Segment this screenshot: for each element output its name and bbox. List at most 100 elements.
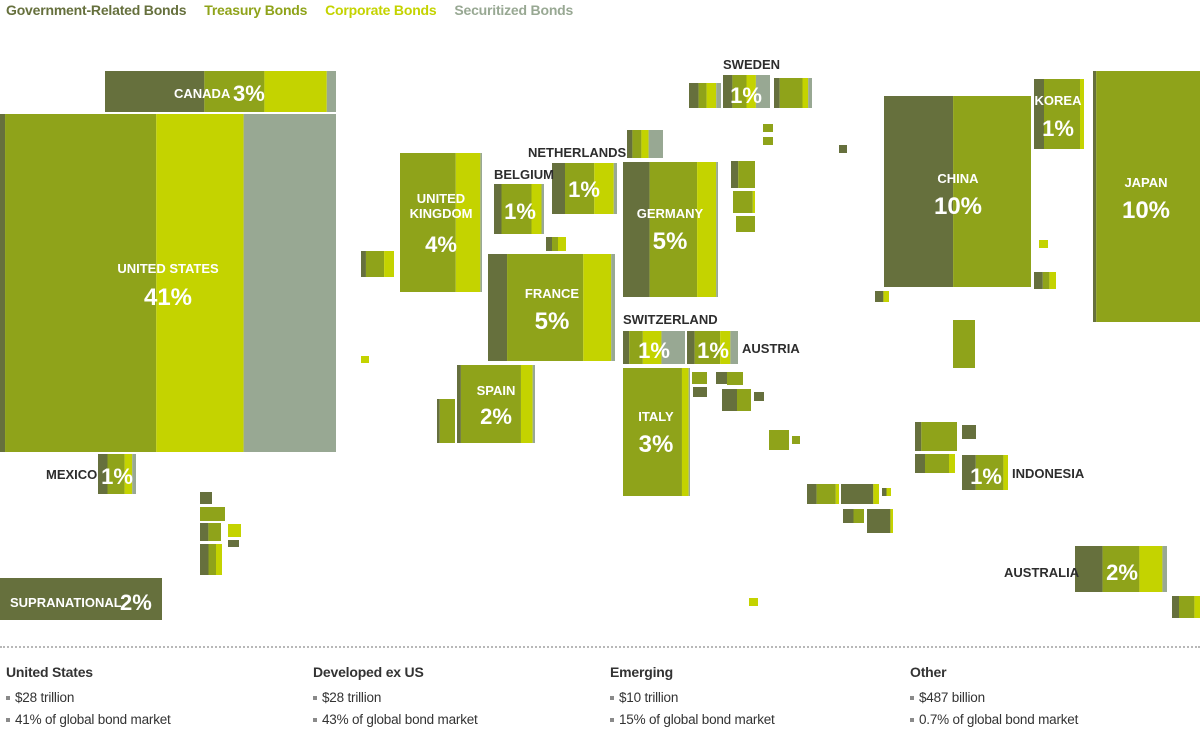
block-canada-government-segment: [105, 71, 205, 112]
block-sweden-treasury-segment: [732, 75, 747, 108]
small-market-block-39-treasury-segment: [208, 523, 221, 541]
small-market-block-30-government-segment: [807, 484, 817, 504]
block-france-corporate-segment: [583, 254, 612, 361]
block-mexico-securitized-segment: [132, 454, 136, 494]
value-australia: 2%: [1106, 560, 1138, 585]
stats-title: Other: [910, 664, 947, 680]
block-korea-treasury-segment: [1044, 79, 1080, 149]
label-france: FRANCE: [525, 286, 579, 301]
small-market-block-9-treasury-segment: [763, 137, 773, 145]
block-sweden-government-segment: [723, 75, 733, 108]
small-market-block-33-government-segment: [843, 509, 854, 523]
stats-emerging: Emerging $10 trillion 15% of global bond…: [610, 664, 900, 734]
label-germany: GERMANY: [637, 206, 704, 221]
label-australia: AUSTRALIA: [1004, 565, 1080, 580]
block-sweden-corporate-segment: [746, 75, 756, 108]
small-market-block-31-corporate-segment: [873, 484, 879, 504]
small-market-block-34-corporate-segment: [890, 509, 893, 533]
small-market-block-37-government-segment: [200, 492, 212, 504]
block-indonesia-government-segment: [962, 455, 976, 490]
block-france-government-segment: [488, 254, 508, 361]
small-market-block-4-government-segment: [546, 237, 552, 251]
small-market-block-6-corporate-segment: [706, 83, 717, 108]
small-market-block-20-government-segment: [716, 372, 727, 384]
block-sweden-securitized-segment: [755, 75, 770, 108]
block-austria-treasury-segment: [694, 331, 721, 364]
small-market-block-31-government-segment: [841, 484, 874, 504]
block-canada-securitized-segment: [326, 71, 336, 112]
block-spain-securitized-segment: [532, 365, 535, 443]
small-market-block-15-government-segment: [1034, 272, 1043, 289]
small-market-block-30-corporate-segment: [835, 484, 839, 504]
block-spain-corporate-segment: [520, 365, 533, 443]
legend-securitized: Securitized Bonds: [454, 2, 574, 18]
small-market-block-10-government-segment: [731, 161, 739, 188]
label-united-states: UNITED STATES: [117, 261, 219, 276]
small-market-block-27-government-segment: [915, 422, 922, 451]
small-market-block-36-government-segment: [1172, 596, 1179, 618]
stats-developed-ex-us: Developed ex US $28 trillion 43% of glob…: [313, 664, 603, 734]
legend-treasury: Treasury Bonds: [204, 2, 308, 18]
stats-other: Other $487 billion 0.7% of global bond m…: [910, 664, 1200, 734]
small-market-block-38-treasury-segment: [200, 507, 225, 521]
block-united-kingdom-securitized-segment: [480, 153, 482, 292]
block-mexico-treasury-segment: [107, 454, 125, 494]
small-market-block-6-securitized-segment: [716, 83, 721, 108]
stats-share: 43% of global bond market: [313, 712, 603, 727]
block-mexico-government-segment: [98, 454, 108, 494]
small-market-block-42-treasury-segment: [208, 544, 217, 575]
value-united-kingdom: 4%: [425, 232, 457, 257]
small-market-block-28-government-segment: [962, 425, 976, 439]
small-market-block-5-corporate-segment: [641, 130, 649, 158]
small-market-block-1-treasury-segment: [365, 251, 385, 277]
block-belgium-corporate-segment: [531, 184, 542, 234]
stats-united-states: United States $28 trillion 41% of global…: [6, 664, 296, 734]
block-japan-treasury-segment: [1096, 71, 1200, 322]
label-supranational: SUPRANATIONAL: [10, 595, 122, 610]
small-market-block-1-corporate-segment: [384, 251, 394, 277]
label-japan: JAPAN: [1124, 175, 1167, 190]
value-sweden: 1%: [730, 83, 762, 108]
block-australia-treasury-segment: [1102, 546, 1140, 592]
block-italy-corporate-segment: [681, 368, 689, 496]
small-market-block-16-government-segment: [875, 291, 884, 302]
small-market-block-40-corporate-segment: [228, 524, 241, 537]
label-switzerland: SWITZERLAND: [623, 312, 718, 327]
small-market-block-17-treasury-segment: [953, 320, 975, 368]
block-australia-corporate-segment: [1139, 546, 1163, 592]
label-canada: CANADA: [174, 86, 231, 101]
stats-share: 41% of global bond market: [6, 712, 296, 727]
block-china-government-segment: [884, 96, 954, 287]
block-australia-government-segment: [1075, 546, 1103, 592]
small-market-block-26-treasury-segment: [792, 436, 800, 444]
block-austria-securitized-segment: [730, 331, 738, 364]
block-switzerland-government-segment: [623, 331, 630, 364]
small-market-block-19-government-segment: [693, 387, 707, 397]
small-market-block-36-treasury-segment: [1179, 596, 1195, 618]
block-netherlands-government-segment: [552, 163, 565, 214]
small-market-block-7-securitized-segment: [808, 78, 812, 108]
small-market-block-5-securitized-segment: [648, 130, 663, 158]
block-china-treasury-segment: [953, 96, 1031, 287]
label-china: CHINA: [937, 171, 979, 186]
block-indonesia-treasury-segment: [975, 455, 1004, 490]
value-japan: 10%: [1122, 197, 1170, 224]
block-supranational-government-segment: [0, 578, 162, 620]
block-switzerland-corporate-segment: [642, 331, 662, 364]
block-united-states-securitized-segment: [243, 114, 336, 452]
label-korea: KOREA: [1035, 93, 1083, 108]
small-market-block-39-government-segment: [200, 523, 209, 541]
small-market-block-11-corporate-segment: [752, 191, 755, 213]
small-market-block-18-treasury-segment: [692, 372, 707, 384]
block-germany-treasury-segment: [649, 162, 698, 297]
small-market-block-4-corporate-segment: [558, 237, 566, 251]
small-market-block-33-treasury-segment: [853, 509, 864, 523]
block-spain-government-segment: [457, 365, 461, 443]
value-indonesia: 1%: [970, 464, 1002, 489]
small-market-block-7-corporate-segment: [802, 78, 809, 108]
block-united-states-treasury-segment: [5, 114, 157, 452]
block-germany-corporate-segment: [697, 162, 717, 297]
value-germany: 5%: [653, 228, 688, 255]
value-united-states: 41%: [144, 284, 192, 311]
